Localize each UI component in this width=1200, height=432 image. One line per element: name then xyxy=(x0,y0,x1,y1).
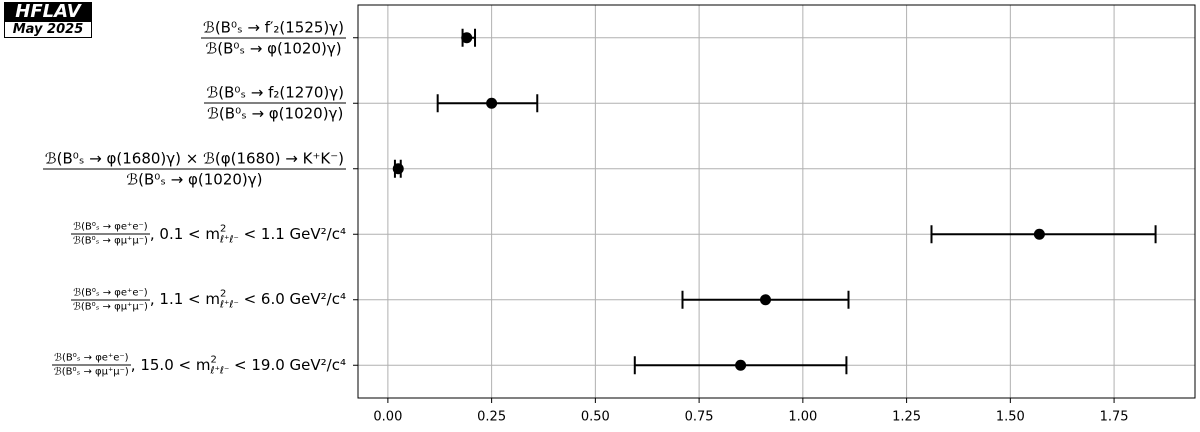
condition-var: 2 ℓ⁺ℓ⁻ xyxy=(210,354,229,376)
condition: , 0.1 < m 2 ℓ⁺ℓ⁻ < 1.1 GeV²/c⁴ xyxy=(150,223,346,245)
logo-date: May 2025 xyxy=(4,21,92,38)
point xyxy=(735,359,747,371)
denominator: ℬ(B⁰ₛ → φμ⁺μ⁻) xyxy=(53,366,129,378)
condition-sub: ℓ⁺ℓ⁻ xyxy=(220,234,239,246)
condition-text: , 1.1 < m xyxy=(149,290,220,309)
condition-sub: ℓ⁺ℓ⁻ xyxy=(220,299,239,311)
condition: , 15.0 < m 2 ℓ⁺ℓ⁻ < 19.0 GeV²/c⁴ xyxy=(131,354,346,376)
x-tick-label: 0.50 xyxy=(581,410,610,425)
denominator: ℬ(B⁰ₛ → φ(1020)γ) xyxy=(126,170,263,189)
denominator: ℬ(B⁰ₛ → φ(1020)γ) xyxy=(207,104,344,123)
point xyxy=(486,97,498,109)
point xyxy=(461,32,473,44)
y-tick-label: ℬ(B⁰ₛ → φe⁺e⁻) ℬ(B⁰ₛ → φμ⁺μ⁻), 1.1 < m 2 ℓ⁺… xyxy=(71,287,346,312)
plot-frame xyxy=(357,4,1196,399)
condition-var: 2 ℓ⁺ℓ⁻ xyxy=(220,223,239,245)
logo: HFLAV May 2025 xyxy=(4,2,92,38)
condition-text: , 15.0 < m xyxy=(130,355,211,374)
denominator: ℬ(B⁰ₛ → φ(1020)γ) xyxy=(205,39,342,58)
fraction: ℬ(B⁰ₛ → φe⁺e⁻) ℬ(B⁰ₛ → φμ⁺μ⁻) xyxy=(52,353,131,378)
fraction: ℬ(B⁰ₛ → f₂(1270)γ) ℬ(B⁰ₛ → φ(1020)γ) xyxy=(204,84,346,123)
fraction: ℬ(B⁰ₛ → φe⁺e⁻) ℬ(B⁰ₛ → φμ⁺μ⁻) xyxy=(71,287,150,312)
numerator: ℬ(B⁰ₛ → f′₂(1525)γ) xyxy=(201,18,346,39)
y-tick-label: ℬ(B⁰ₛ → f₂(1270)γ) ℬ(B⁰ₛ → φ(1020)γ) xyxy=(204,84,346,123)
denominator: ℬ(B⁰ₛ → φμ⁺μ⁻) xyxy=(73,301,148,313)
fraction: ℬ(B⁰ₛ → f′₂(1525)γ) ℬ(B⁰ₛ → φ(1020)γ) xyxy=(201,18,346,57)
x-tick-label: 1.50 xyxy=(996,410,1025,425)
x-tick-label: 1.75 xyxy=(1100,410,1129,425)
point xyxy=(392,163,404,175)
y-tick-label: ℬ(B⁰ₛ → φ(1680)γ) × ℬ(φ(1680) → K⁺K⁻) ℬ(B… xyxy=(42,149,346,189)
x-tick-label: 0.75 xyxy=(685,410,714,425)
x-tick-label: 0.25 xyxy=(477,410,506,425)
condition-sub: ℓ⁺ℓ⁻ xyxy=(210,365,230,377)
denominator: ℬ(B⁰ₛ → φμ⁺μ⁻) xyxy=(73,235,148,247)
numerator: ℬ(B⁰ₛ → φe⁺e⁻) xyxy=(71,287,150,301)
numerator: ℬ(B⁰ₛ → φe⁺e⁻) xyxy=(52,352,131,366)
condition-sup: 2 xyxy=(220,288,227,300)
condition-rest: < 1.1 GeV²/c⁴ xyxy=(238,224,346,243)
y-tick-label: ℬ(B⁰ₛ → φe⁺e⁻) ℬ(B⁰ₛ → φμ⁺μ⁻), 0.1 < m 2 ℓ⁺… xyxy=(71,222,346,247)
x-tick-label: 1.00 xyxy=(788,410,817,425)
condition: , 1.1 < m 2 ℓ⁺ℓ⁻ < 6.0 GeV²/c⁴ xyxy=(150,289,346,311)
numerator: ℬ(B⁰ₛ → f₂(1270)γ) xyxy=(204,83,346,104)
condition-text: , 0.1 < m xyxy=(149,224,220,243)
x-tick-label: 0.00 xyxy=(373,410,402,425)
condition-sup: 2 xyxy=(220,223,227,235)
condition-sup: 2 xyxy=(210,354,217,366)
point xyxy=(760,294,772,306)
fraction: ℬ(B⁰ₛ → φ(1680)γ) × ℬ(φ(1680) → K⁺K⁻) ℬ(B… xyxy=(42,149,346,189)
logo-title: HFLAV xyxy=(4,2,92,21)
numerator: ℬ(B⁰ₛ → φ(1680)γ) × ℬ(φ(1680) → K⁺K⁻) xyxy=(42,149,346,170)
condition-rest: < 6.0 GeV²/c⁴ xyxy=(238,290,346,309)
point xyxy=(1033,228,1045,240)
x-tick-label: 1.25 xyxy=(892,410,921,425)
condition-rest: < 19.0 GeV²/c⁴ xyxy=(229,355,346,374)
numerator: ℬ(B⁰ₛ → φe⁺e⁻) xyxy=(71,221,150,235)
fraction: ℬ(B⁰ₛ → φe⁺e⁻) ℬ(B⁰ₛ → φμ⁺μ⁻) xyxy=(71,222,150,247)
condition-var: 2 ℓ⁺ℓ⁻ xyxy=(220,289,239,311)
y-tick-label: ℬ(B⁰ₛ → f′₂(1525)γ) ℬ(B⁰ₛ → φ(1020)γ) xyxy=(201,18,346,57)
